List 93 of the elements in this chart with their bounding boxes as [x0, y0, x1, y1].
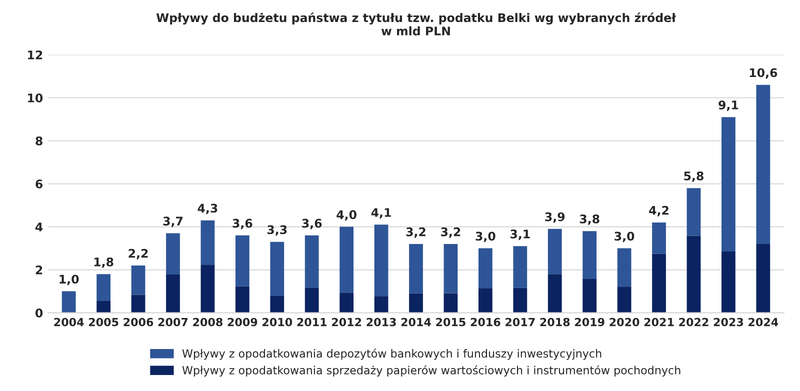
total-label: 4,3 — [198, 204, 218, 214]
total-label: 1,8 — [94, 258, 114, 268]
x-tick-label: 2020 — [610, 318, 640, 326]
total-label: 3,6 — [302, 218, 322, 230]
total-label: 3,8 — [580, 214, 600, 225]
total-label: 10,6 — [750, 68, 778, 79]
bar — [270, 296, 284, 313]
bar — [513, 288, 528, 313]
bar — [235, 235, 250, 286]
x-tick-label: 2019 — [575, 318, 604, 326]
bar — [409, 244, 423, 294]
y-tick-label: 0 — [35, 308, 43, 318]
total-label: 1,0 — [60, 274, 79, 286]
bar — [513, 246, 528, 288]
y-tick-label: 2 — [36, 266, 42, 274]
total-label: 3,0 — [614, 232, 634, 242]
x-tick-label: 2011 — [297, 318, 327, 326]
total-label: 3,1 — [510, 230, 530, 240]
bar — [166, 274, 180, 313]
bar — [131, 294, 146, 313]
y-tick-label: 6 — [36, 180, 43, 188]
bar — [652, 254, 666, 313]
y-tick-label: 4 — [35, 222, 43, 232]
bar — [340, 292, 354, 313]
total-label: 3,6 — [232, 218, 252, 230]
x-tick-label: 2006 — [124, 318, 154, 326]
bar — [756, 84, 770, 244]
bar — [340, 226, 354, 293]
x-tick-label: 2004 — [54, 318, 84, 326]
total-label: 2,2 — [128, 248, 148, 260]
bar — [617, 286, 632, 313]
x-tick-label: 2009 — [228, 318, 258, 326]
legend-label: Wpływy z opodatkowania depozytów bankowych i funduszy inwestycyjnych — [182, 348, 602, 360]
bar — [96, 300, 110, 313]
bar — [409, 293, 423, 313]
y-tick-label: 8 — [36, 136, 42, 146]
bar — [548, 274, 562, 313]
y-tick-label: 10 — [28, 93, 43, 102]
x-tick-label: 2007 — [158, 318, 188, 326]
total-label: 3,2 — [441, 227, 460, 238]
bar — [686, 188, 701, 236]
total-label: 3,2 — [406, 227, 426, 238]
chart-title: Wpływy do budżetu państwa z tytułu tzw. podatku Belki wg wybranych źródeł w mld PLN — [156, 12, 676, 36]
bar — [374, 224, 388, 296]
total-label: 4,0 — [336, 210, 356, 221]
bar — [722, 252, 736, 313]
bar — [652, 222, 666, 254]
x-tick-label: 2008 — [193, 318, 222, 326]
y-tick-label: 12 — [28, 50, 42, 60]
bar — [304, 235, 319, 288]
total-label: 3,7 — [163, 216, 182, 228]
bar — [582, 279, 597, 313]
x-tick-label: 2022 — [679, 318, 708, 326]
bar — [62, 291, 76, 313]
x-tick-label: 2017 — [506, 318, 535, 326]
bar — [722, 117, 736, 252]
bar — [444, 293, 458, 313]
bar — [166, 233, 180, 275]
bar — [756, 244, 770, 313]
bar — [270, 242, 284, 296]
bar — [131, 265, 146, 295]
bar — [96, 274, 110, 301]
x-tick-label: 2021 — [644, 318, 674, 326]
bar — [686, 236, 701, 313]
bar — [235, 286, 250, 313]
bar — [374, 296, 388, 313]
x-tick-label: 2023 — [714, 318, 744, 326]
x-tick-label: 2005 — [88, 318, 118, 326]
bar — [304, 288, 319, 313]
bar — [582, 231, 597, 280]
x-tick-label: 2015 — [436, 318, 466, 326]
total-label: 4,1 — [371, 208, 391, 218]
bar — [478, 248, 492, 288]
x-tick-label: 2016 — [470, 318, 500, 326]
legend-label: Wpływy z opodatkowania sprzedaży papierów wartościowych i instrumentów pochodnych — [182, 365, 680, 377]
x-tick-label: 2010 — [262, 318, 292, 326]
bar — [444, 244, 458, 294]
x-tick-label: 2012 — [332, 318, 362, 326]
x-tick-label: 2013 — [366, 318, 396, 326]
total-label: 5,8 — [684, 171, 704, 182]
x-tick-label: 2014 — [401, 318, 431, 326]
x-tick-label: 2018 — [540, 318, 570, 326]
bar — [548, 228, 562, 274]
total-label: 4,2 — [649, 206, 668, 216]
x-tick-label: 2024 — [748, 318, 778, 326]
total-label: 3,3 — [267, 225, 287, 236]
total-label: 3,9 — [545, 212, 565, 223]
bar — [200, 265, 215, 313]
total-label: 9,1 — [718, 100, 738, 111]
total-label: 3,0 — [476, 232, 496, 242]
bar — [478, 288, 492, 313]
bar — [617, 248, 632, 287]
bar — [200, 220, 215, 266]
